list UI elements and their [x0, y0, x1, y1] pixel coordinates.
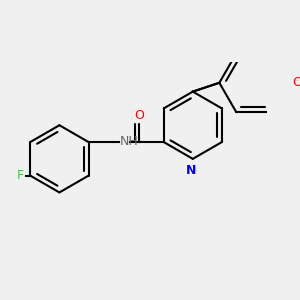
- Text: O: O: [292, 76, 300, 89]
- Text: O: O: [134, 109, 144, 122]
- Text: N: N: [186, 164, 196, 177]
- Text: NH: NH: [119, 135, 138, 148]
- Text: F: F: [17, 169, 24, 182]
